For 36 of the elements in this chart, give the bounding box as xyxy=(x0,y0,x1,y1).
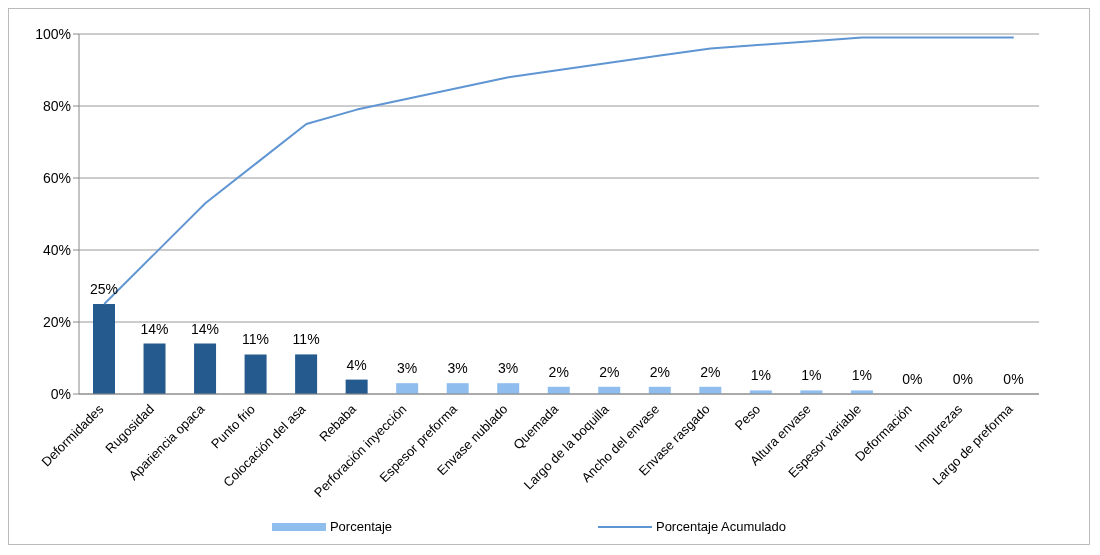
data-label: 3% xyxy=(447,360,468,377)
data-label: 0% xyxy=(952,370,974,387)
y-tick-label: 20% xyxy=(42,313,71,330)
bar xyxy=(497,383,520,394)
y-tick-label: 100% xyxy=(35,25,71,42)
legend-label: Porcentaje xyxy=(329,519,393,534)
y-tick-label: 80% xyxy=(42,97,71,114)
bar xyxy=(194,343,217,394)
data-label: 11% xyxy=(242,331,270,348)
bar xyxy=(295,354,318,394)
data-label: 1% xyxy=(801,367,822,384)
bar xyxy=(345,379,368,394)
bar xyxy=(244,354,267,394)
bar xyxy=(396,383,419,394)
legend-label: Porcentaje Acumulado xyxy=(655,519,787,534)
y-tick-label: 0% xyxy=(50,385,71,402)
data-label: 14% xyxy=(140,320,169,337)
data-label: 3% xyxy=(397,360,418,377)
data-label: 2% xyxy=(700,363,721,380)
data-label: 11% xyxy=(292,331,320,348)
data-label: 0% xyxy=(902,370,923,387)
bar xyxy=(93,304,115,394)
data-label: 0% xyxy=(1003,370,1024,387)
data-label: 2% xyxy=(548,363,569,380)
data-label: 2% xyxy=(649,363,670,380)
y-tick-label: 40% xyxy=(42,241,71,258)
data-label: 3% xyxy=(498,360,519,377)
data-label: 25% xyxy=(89,281,119,297)
bar xyxy=(143,343,166,394)
y-tick-label: 60% xyxy=(42,169,71,186)
data-label: 4% xyxy=(346,356,367,373)
data-label: 14% xyxy=(191,320,220,337)
data-label: 1% xyxy=(851,367,873,384)
data-label: 1% xyxy=(750,367,771,384)
data-label: 2% xyxy=(599,363,620,380)
bar xyxy=(446,383,469,394)
